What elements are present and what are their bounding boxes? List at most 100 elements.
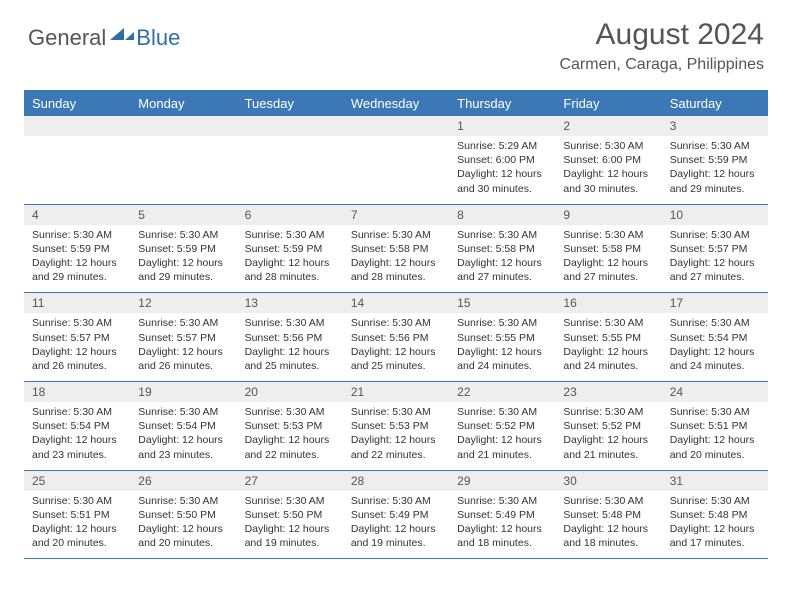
day-number: 27 <box>237 471 343 491</box>
day-detail: Sunrise: 5:30 AM Sunset: 5:57 PM Dayligh… <box>662 225 768 293</box>
day-detail <box>237 136 343 204</box>
day-detail: Sunrise: 5:30 AM Sunset: 5:59 PM Dayligh… <box>662 136 768 204</box>
day-number <box>237 116 343 136</box>
day-detail: Sunrise: 5:30 AM Sunset: 5:56 PM Dayligh… <box>343 313 449 381</box>
day-number: 4 <box>24 205 130 225</box>
weekday-header: Sunday <box>24 91 130 116</box>
day-detail: Sunrise: 5:30 AM Sunset: 5:53 PM Dayligh… <box>237 402 343 470</box>
day-number: 20 <box>237 382 343 402</box>
calendar-week: 123Sunrise: 5:29 AM Sunset: 6:00 PM Dayl… <box>24 116 768 205</box>
calendar-week: 45678910Sunrise: 5:30 AM Sunset: 5:59 PM… <box>24 205 768 294</box>
day-detail: Sunrise: 5:30 AM Sunset: 5:59 PM Dayligh… <box>130 225 236 293</box>
day-detail: Sunrise: 5:29 AM Sunset: 6:00 PM Dayligh… <box>449 136 555 204</box>
day-detail: Sunrise: 5:30 AM Sunset: 5:48 PM Dayligh… <box>662 491 768 559</box>
day-number: 28 <box>343 471 449 491</box>
month-title: August 2024 <box>559 18 764 52</box>
day-number: 13 <box>237 293 343 313</box>
day-number-row: 45678910 <box>24 205 768 225</box>
day-number <box>343 116 449 136</box>
day-number: 6 <box>237 205 343 225</box>
title-block: August 2024 Carmen, Caraga, Philippines <box>559 18 764 74</box>
weekday-header: Saturday <box>662 91 768 116</box>
day-number: 18 <box>24 382 130 402</box>
day-detail: Sunrise: 5:30 AM Sunset: 5:57 PM Dayligh… <box>130 313 236 381</box>
day-detail: Sunrise: 5:30 AM Sunset: 5:59 PM Dayligh… <box>237 225 343 293</box>
day-detail: Sunrise: 5:30 AM Sunset: 5:55 PM Dayligh… <box>555 313 661 381</box>
day-number: 10 <box>662 205 768 225</box>
day-number: 5 <box>130 205 236 225</box>
page-header: General Blue August 2024 Carmen, Caraga,… <box>0 0 792 82</box>
day-number: 8 <box>449 205 555 225</box>
day-number: 11 <box>24 293 130 313</box>
day-detail: Sunrise: 5:30 AM Sunset: 5:52 PM Dayligh… <box>555 402 661 470</box>
day-number: 22 <box>449 382 555 402</box>
day-detail: Sunrise: 5:30 AM Sunset: 5:57 PM Dayligh… <box>24 313 130 381</box>
day-detail: Sunrise: 5:30 AM Sunset: 5:51 PM Dayligh… <box>662 402 768 470</box>
logo-text-general: General <box>28 25 106 51</box>
day-number <box>130 116 236 136</box>
day-number: 21 <box>343 382 449 402</box>
day-detail: Sunrise: 5:30 AM Sunset: 5:50 PM Dayligh… <box>237 491 343 559</box>
day-detail: Sunrise: 5:30 AM Sunset: 5:58 PM Dayligh… <box>449 225 555 293</box>
day-detail-row: Sunrise: 5:29 AM Sunset: 6:00 PM Dayligh… <box>24 136 768 204</box>
day-detail: Sunrise: 5:30 AM Sunset: 5:50 PM Dayligh… <box>130 491 236 559</box>
location-label: Carmen, Caraga, Philippines <box>559 56 764 74</box>
day-number <box>24 116 130 136</box>
weekday-header: Tuesday <box>237 91 343 116</box>
day-number: 7 <box>343 205 449 225</box>
day-number: 12 <box>130 293 236 313</box>
day-detail: Sunrise: 5:30 AM Sunset: 5:51 PM Dayligh… <box>24 491 130 559</box>
calendar-week: 18192021222324Sunrise: 5:30 AM Sunset: 5… <box>24 382 768 471</box>
day-detail <box>343 136 449 204</box>
day-number: 24 <box>662 382 768 402</box>
day-number: 1 <box>449 116 555 136</box>
day-detail: Sunrise: 5:30 AM Sunset: 5:53 PM Dayligh… <box>343 402 449 470</box>
day-number: 26 <box>130 471 236 491</box>
weekday-header: Friday <box>555 91 661 116</box>
day-number: 29 <box>449 471 555 491</box>
day-number: 3 <box>662 116 768 136</box>
day-number: 30 <box>555 471 661 491</box>
day-detail: Sunrise: 5:30 AM Sunset: 5:59 PM Dayligh… <box>24 225 130 293</box>
day-detail: Sunrise: 5:30 AM Sunset: 5:58 PM Dayligh… <box>343 225 449 293</box>
weekday-header: Thursday <box>449 91 555 116</box>
day-detail: Sunrise: 5:30 AM Sunset: 5:48 PM Dayligh… <box>555 491 661 559</box>
weekday-header-row: Sunday Monday Tuesday Wednesday Thursday… <box>24 91 768 116</box>
day-detail: Sunrise: 5:30 AM Sunset: 5:58 PM Dayligh… <box>555 225 661 293</box>
day-detail: Sunrise: 5:30 AM Sunset: 6:00 PM Dayligh… <box>555 136 661 204</box>
logo: General Blue <box>28 24 180 51</box>
logo-text-blue: Blue <box>136 25 180 51</box>
day-number: 17 <box>662 293 768 313</box>
day-number-row: 25262728293031 <box>24 471 768 491</box>
day-detail: Sunrise: 5:30 AM Sunset: 5:49 PM Dayligh… <box>449 491 555 559</box>
day-number-row: 18192021222324 <box>24 382 768 402</box>
weekday-header: Wednesday <box>343 91 449 116</box>
day-number: 19 <box>130 382 236 402</box>
day-detail: Sunrise: 5:30 AM Sunset: 5:54 PM Dayligh… <box>24 402 130 470</box>
day-detail-row: Sunrise: 5:30 AM Sunset: 5:59 PM Dayligh… <box>24 225 768 293</box>
day-number: 16 <box>555 293 661 313</box>
day-number: 15 <box>449 293 555 313</box>
day-number-row: 123 <box>24 116 768 136</box>
day-number-row: 11121314151617 <box>24 293 768 313</box>
calendar: Sunday Monday Tuesday Wednesday Thursday… <box>24 90 768 559</box>
day-detail: Sunrise: 5:30 AM Sunset: 5:52 PM Dayligh… <box>449 402 555 470</box>
day-detail: Sunrise: 5:30 AM Sunset: 5:55 PM Dayligh… <box>449 313 555 381</box>
day-number: 9 <box>555 205 661 225</box>
weekday-header: Monday <box>130 91 236 116</box>
day-detail-row: Sunrise: 5:30 AM Sunset: 5:51 PM Dayligh… <box>24 491 768 559</box>
day-number: 25 <box>24 471 130 491</box>
day-number: 31 <box>662 471 768 491</box>
day-detail: Sunrise: 5:30 AM Sunset: 5:54 PM Dayligh… <box>130 402 236 470</box>
day-detail: Sunrise: 5:30 AM Sunset: 5:54 PM Dayligh… <box>662 313 768 381</box>
day-number: 2 <box>555 116 661 136</box>
calendar-week: 11121314151617Sunrise: 5:30 AM Sunset: 5… <box>24 293 768 382</box>
day-detail: Sunrise: 5:30 AM Sunset: 5:49 PM Dayligh… <box>343 491 449 559</box>
day-number: 14 <box>343 293 449 313</box>
day-detail <box>24 136 130 204</box>
day-number: 23 <box>555 382 661 402</box>
day-detail: Sunrise: 5:30 AM Sunset: 5:56 PM Dayligh… <box>237 313 343 381</box>
day-detail-row: Sunrise: 5:30 AM Sunset: 5:54 PM Dayligh… <box>24 402 768 470</box>
calendar-week: 25262728293031Sunrise: 5:30 AM Sunset: 5… <box>24 471 768 560</box>
logo-mark-icon <box>110 24 134 45</box>
